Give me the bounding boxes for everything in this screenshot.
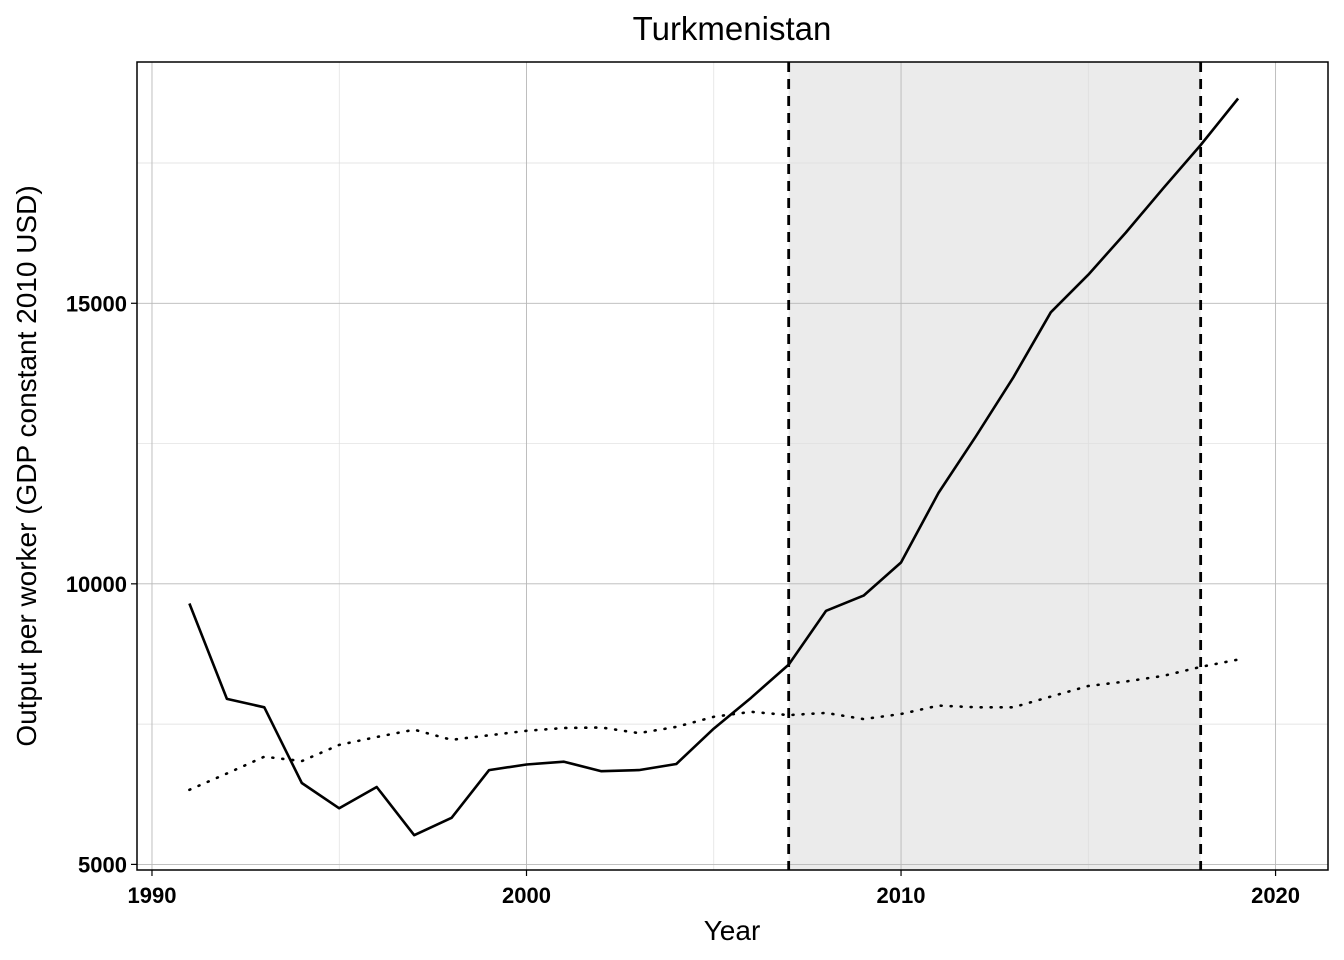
axis-ticks-layer: 1990 2000 2010 2020 5000 10000 15000 — [66, 291, 1300, 908]
x-tick-label: 2020 — [1251, 883, 1300, 908]
x-tick-label: 2000 — [502, 883, 551, 908]
x-tick-label: 2010 — [877, 883, 926, 908]
y-axis-title: Output per worker (GDP constant 2010 USD… — [11, 185, 42, 746]
plot-border — [136, 61, 1329, 871]
shaded-period-layer — [788, 62, 1201, 870]
series-line-dotted — [188, 658, 1240, 792]
series-line-solid — [188, 97, 1240, 837]
shaded-period — [788, 62, 1201, 870]
chart-title: Turkmenistan — [633, 10, 832, 47]
series-layer — [188, 97, 1240, 837]
y-tick-label: 10000 — [66, 572, 127, 597]
y-tick-label: 15000 — [66, 291, 127, 316]
x-tick-label: 1990 — [128, 883, 177, 908]
x-axis-title: Year — [704, 915, 761, 946]
y-tick-label: 5000 — [78, 852, 127, 877]
grid-layer — [137, 62, 1328, 870]
